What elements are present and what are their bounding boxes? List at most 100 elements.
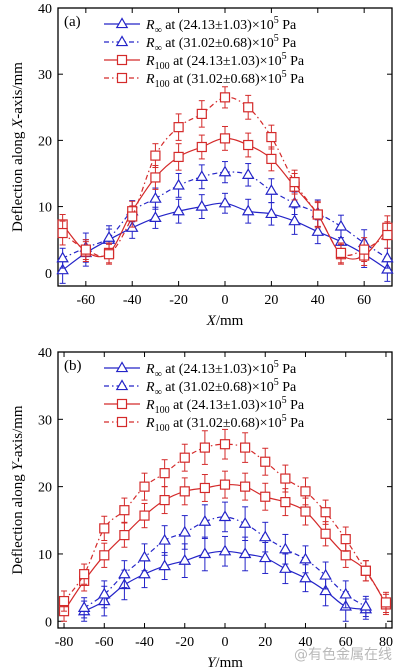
data-point bbox=[102, 230, 116, 242]
data-point bbox=[159, 468, 170, 479]
data-point bbox=[178, 525, 192, 537]
legend-marker bbox=[116, 416, 128, 428]
data-point bbox=[359, 244, 370, 255]
x-tick-label: 60 bbox=[339, 635, 353, 650]
data-point bbox=[241, 204, 255, 216]
data-point bbox=[258, 551, 272, 563]
watermark-text: @有色金属在线 bbox=[294, 647, 392, 663]
data-point bbox=[98, 587, 111, 599]
legend-marker bbox=[115, 17, 129, 29]
data-point bbox=[118, 567, 131, 579]
data-point bbox=[56, 251, 69, 263]
data-point bbox=[266, 131, 277, 143]
x-tick-label: 80 bbox=[379, 635, 393, 650]
data-point bbox=[299, 571, 312, 583]
legend-entry: R100 at (31.02±0.68)×105 Pa bbox=[145, 413, 305, 434]
series-3 bbox=[58, 470, 392, 622]
x-tick-label: 40 bbox=[298, 635, 312, 650]
data-point bbox=[218, 165, 232, 177]
data-point bbox=[266, 153, 277, 165]
data-point bbox=[279, 542, 292, 554]
data-point bbox=[289, 176, 300, 188]
legend-entry: R∞ at (31.02±0.68)×105 Pa bbox=[145, 377, 297, 398]
data-point bbox=[196, 108, 207, 120]
data-point bbox=[158, 559, 171, 571]
data-point bbox=[199, 482, 210, 494]
data-point bbox=[58, 595, 70, 607]
chart-panel-2: -80 -60 -40 -20 0 20 40 60 80 0 10 20 30 40 Y/mm Deflec… bbox=[10, 346, 393, 670]
legend-entry: R100 at (24.13±1.03)×105 Pa bbox=[145, 51, 305, 72]
data-point bbox=[300, 486, 311, 497]
data-point bbox=[300, 506, 311, 517]
series-line bbox=[63, 443, 387, 603]
x-tick-label: -80 bbox=[55, 635, 74, 650]
y-tick-label: 20 bbox=[38, 134, 52, 149]
legend: R∞ at (24.13±1.03)×105 PaR∞ at (31.02±0.… bbox=[104, 15, 305, 90]
data-point bbox=[195, 170, 209, 181]
data-point bbox=[279, 562, 292, 573]
data-point bbox=[240, 481, 251, 492]
legend-entry: R100 at (31.02±0.68)×105 Pa bbox=[145, 69, 305, 90]
data-point bbox=[299, 552, 312, 564]
data-point bbox=[258, 530, 272, 542]
legend-entry: R∞ at (24.13±1.03)×105 Pa bbox=[145, 359, 297, 380]
legend-entry: R∞ at (24.13±1.03)×105 Pa bbox=[145, 15, 297, 36]
data-point bbox=[149, 211, 162, 222]
legend-marker bbox=[116, 398, 128, 410]
data-point bbox=[173, 151, 184, 163]
x-tick-label: 20 bbox=[258, 635, 272, 650]
data-point bbox=[219, 133, 231, 144]
x-tick-label: -20 bbox=[169, 293, 188, 308]
series-line bbox=[62, 96, 388, 257]
data-point bbox=[139, 481, 150, 492]
data-point bbox=[319, 584, 332, 596]
data-point bbox=[219, 92, 231, 103]
data-point bbox=[240, 442, 251, 453]
data-point bbox=[127, 211, 138, 222]
data-point bbox=[99, 550, 110, 561]
data-point bbox=[139, 510, 150, 521]
series-4 bbox=[57, 86, 393, 265]
panel-label: (b) bbox=[64, 358, 82, 374]
x-tick-label: 40 bbox=[311, 293, 325, 308]
data-point bbox=[119, 505, 130, 516]
data-point bbox=[382, 229, 393, 241]
data-point bbox=[319, 568, 332, 580]
data-point bbox=[119, 530, 130, 541]
data-point bbox=[280, 473, 291, 484]
y-tick-label: 10 bbox=[38, 201, 52, 216]
y-tick-label: 20 bbox=[38, 481, 52, 496]
legend-marker bbox=[116, 54, 128, 66]
data-point bbox=[241, 168, 255, 179]
data-point bbox=[312, 209, 323, 220]
panel-label: (a) bbox=[64, 14, 81, 30]
data-point bbox=[340, 534, 351, 545]
series-4 bbox=[58, 428, 392, 614]
data-point bbox=[311, 225, 325, 236]
series-2 bbox=[77, 501, 373, 619]
data-point bbox=[172, 178, 185, 190]
y-axis-title: Deflection along Y-axis/mm bbox=[10, 405, 26, 574]
data-point bbox=[158, 533, 171, 545]
x-tick-label: 0 bbox=[222, 293, 229, 308]
data-point bbox=[238, 516, 252, 528]
x-tick-label: -40 bbox=[123, 293, 142, 308]
data-point bbox=[57, 227, 68, 239]
data-point bbox=[196, 141, 207, 153]
data-point bbox=[320, 528, 331, 539]
legend-entry: R100 at (24.13±1.03)×105 Pa bbox=[145, 395, 305, 416]
data-point bbox=[335, 247, 347, 259]
x-tick-label: -60 bbox=[76, 293, 95, 308]
data-point bbox=[280, 497, 291, 508]
y-tick-label: 30 bbox=[38, 68, 52, 83]
data-point bbox=[243, 102, 254, 113]
data-point bbox=[340, 550, 351, 561]
legend-marker bbox=[115, 361, 129, 373]
data-point bbox=[138, 567, 151, 579]
data-point bbox=[179, 452, 190, 463]
legend-marker bbox=[116, 72, 128, 84]
data-point bbox=[99, 523, 110, 534]
data-point bbox=[381, 251, 394, 263]
data-point bbox=[260, 456, 271, 467]
data-point bbox=[339, 587, 352, 599]
